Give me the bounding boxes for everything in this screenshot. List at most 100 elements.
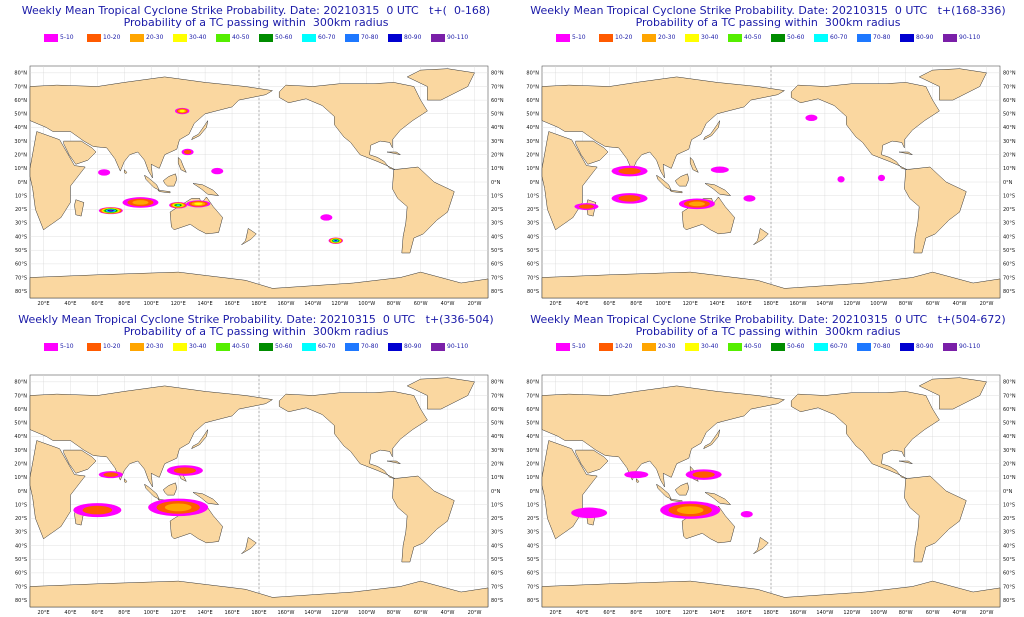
probability-contour [710, 166, 729, 173]
lon-tick-label: 80°W [387, 610, 401, 616]
legend-label: 90-110 [447, 34, 469, 41]
probability-contour [676, 506, 704, 515]
legend-label: 40-50 [744, 34, 762, 41]
panel-title: Weekly Mean Tropical Cyclone Strike Prob… [21, 4, 491, 17]
lat-tick-label: 70°N [1003, 393, 1016, 399]
probability-contour [82, 505, 113, 515]
lon-tick-label: 20°E [549, 610, 561, 616]
land-polygon [753, 536, 769, 555]
lat-tick-label: 60°S [527, 571, 539, 577]
lon-tick-label: 120°E [683, 610, 698, 616]
land-polygon [541, 580, 1001, 608]
legend-label: 60-70 [318, 343, 336, 350]
lat-tick-label: 50°S [491, 557, 503, 563]
probability-contour [877, 174, 886, 182]
lon-tick-label: 120°W [843, 610, 860, 616]
legend-label: 40-50 [232, 34, 250, 41]
land-polygon [675, 173, 690, 187]
land-polygon [241, 227, 257, 246]
lon-tick-label: 80°W [899, 301, 913, 307]
legend-swatch [388, 343, 402, 351]
probability-contour [805, 114, 818, 122]
lat-tick-label: 50°S [491, 248, 503, 254]
lat-tick-label: 30°N [526, 139, 539, 145]
lat-tick-label: 60°N [526, 407, 539, 413]
lat-tick-label: 50°N [1003, 112, 1016, 118]
land-masses [541, 68, 1001, 299]
legend-swatch [642, 343, 656, 351]
lon-tick-label: 80°E [118, 610, 130, 616]
probability-contour [740, 511, 753, 518]
lat-tick-label: 70°S [491, 275, 503, 281]
probability-contour [211, 167, 224, 175]
lon-tick-label: 100°E [656, 610, 671, 616]
lon-tick-label: 140°W [816, 610, 833, 616]
legend-label: 70-80 [873, 343, 891, 350]
legend-swatch [943, 34, 957, 42]
legend-label: 10-20 [103, 34, 121, 41]
land-polygon [241, 536, 257, 555]
land-polygon [163, 482, 178, 496]
lat-tick-label: 10°S [527, 193, 539, 199]
probability-contour [334, 240, 337, 242]
lat-tick-label: 0°N [491, 180, 501, 186]
legend-swatch [216, 34, 230, 42]
legend-label: 80-90 [916, 34, 934, 41]
probability-contour [179, 109, 185, 113]
lat-tick-label: 80°N [526, 71, 539, 77]
lat-tick-label: 80°S [491, 598, 503, 604]
land-polygon [386, 460, 401, 464]
lon-tick-label: 120°W [843, 301, 860, 307]
lat-tick-label: 80°S [527, 598, 539, 604]
land-polygon [29, 385, 274, 488]
land-polygon [29, 440, 86, 540]
lon-tick-label: 100°W [358, 610, 375, 616]
lat-tick-label: 70°N [1003, 84, 1016, 90]
lon-tick-label: 160°W [789, 301, 806, 307]
land-polygon [753, 227, 769, 246]
map-panel-3: Weekly Mean Tropical Cyclone Strike Prob… [0, 309, 512, 617]
land-polygon [703, 429, 721, 450]
lon-tick-label: 120°E [171, 610, 186, 616]
lon-tick-label: 60°E [91, 610, 103, 616]
lat-tick-label: 50°S [15, 248, 27, 254]
lat-tick-label: 60°S [491, 262, 503, 268]
lon-tick-label: 60°E [91, 301, 103, 307]
legend-swatch [345, 34, 359, 42]
land-polygon [790, 82, 940, 170]
land-polygon [177, 156, 187, 173]
lon-tick-label: 180°E [763, 610, 778, 616]
map-panel-1: Weekly Mean Tropical Cyclone Strike Prob… [0, 0, 512, 308]
lon-tick-label: 20°E [549, 301, 561, 307]
probability-contour [618, 195, 641, 202]
lon-tick-label: 180°E [763, 301, 778, 307]
probability-blob [877, 174, 886, 182]
probability-contour [164, 503, 192, 512]
legend-swatch [943, 343, 957, 351]
lat-tick-label: 10°S [15, 193, 27, 199]
land-polygon [63, 449, 97, 474]
lat-tick-label: 30°N [491, 139, 504, 145]
legend-label: 70-80 [361, 343, 379, 350]
lon-tick-label: 160°E [224, 610, 239, 616]
probability-blob [175, 107, 190, 115]
land-polygon [191, 120, 209, 141]
legend-label: 50-60 [787, 34, 805, 41]
lat-tick-label: 10°N [491, 475, 504, 481]
lon-tick-label: 160°E [224, 301, 239, 307]
lon-tick-label: 20°W [468, 301, 482, 307]
land-polygon [392, 475, 455, 563]
lat-tick-label: 60°N [491, 98, 504, 104]
land-polygon [278, 82, 428, 170]
land-polygon [918, 68, 987, 101]
legend-label: 30-40 [189, 34, 207, 41]
lat-tick-label: 60°S [15, 571, 27, 577]
legend-swatch [642, 34, 656, 42]
lat-tick-label: 50°N [14, 112, 27, 118]
lon-tick-label: 40°E [576, 610, 588, 616]
lat-tick-label: 60°S [15, 262, 27, 268]
lat-tick-label: 20°S [1003, 207, 1015, 213]
lat-tick-label: 40°N [491, 125, 504, 131]
legend-swatch [900, 34, 914, 42]
lat-tick-label: 80°N [14, 380, 27, 386]
